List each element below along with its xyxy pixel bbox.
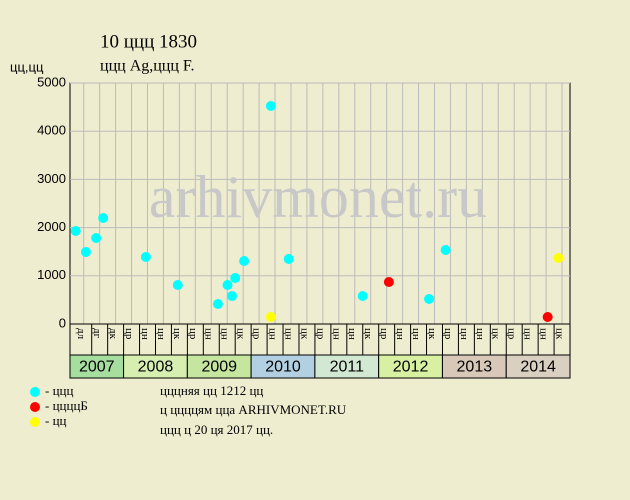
year-label: 2013 [457, 359, 493, 376]
chart-title: 10 ццц 1830 [100, 31, 197, 52]
point [172, 280, 183, 291]
x-tick-label: дк [107, 328, 119, 340]
x-tick-label: цр [442, 328, 454, 340]
point [265, 100, 276, 111]
y-axis-label: цц,цц [10, 59, 44, 74]
point [283, 253, 294, 264]
point [80, 246, 91, 257]
x-tick-label: цн [538, 328, 550, 340]
note: ц ццццям цца ARHIVMONET.RU [160, 402, 347, 417]
point [98, 213, 109, 224]
x-tick-label: цк [235, 328, 247, 340]
x-tick-label: цк [298, 328, 310, 340]
year-label: 2012 [393, 359, 429, 376]
y-tick-label: 1000 [37, 267, 66, 282]
year-label: 2014 [520, 359, 556, 376]
year-label: 2010 [265, 359, 301, 376]
point [265, 312, 276, 323]
point [91, 233, 102, 244]
point [70, 225, 81, 236]
x-tick-label: цр [251, 328, 263, 340]
x-tick-label: цр [314, 328, 326, 340]
y-tick-label: 2000 [37, 219, 66, 234]
watermark: arhivmonet.ru [149, 164, 487, 230]
x-tick-label: цн [267, 328, 279, 340]
point [226, 290, 237, 301]
point [553, 253, 564, 264]
legend-marker [30, 387, 40, 397]
x-tick-label: цн [346, 328, 358, 340]
point [140, 252, 151, 263]
legend-marker [30, 402, 40, 412]
note: ццц ц 20 ця 2017 цц. [160, 422, 273, 437]
legend-label: - ццц [45, 383, 73, 398]
point [383, 277, 394, 288]
x-tick-label: цк [362, 328, 374, 340]
x-tick-label: цр [123, 328, 135, 340]
x-tick-label: цк [490, 328, 502, 340]
x-tick-label: цр [506, 328, 518, 340]
x-tick-label: цн [458, 328, 470, 340]
y-tick-label: 0 [59, 315, 66, 330]
point [212, 298, 223, 309]
x-tick-label: цр [187, 328, 199, 340]
x-tick-label: цн [203, 328, 215, 340]
x-tick-label: цн [282, 328, 294, 340]
x-tick-label: цн [139, 328, 151, 340]
point [239, 256, 250, 267]
legend-label: - цц [45, 413, 67, 428]
x-tick-label: цр [378, 328, 390, 340]
year-label: 2009 [201, 359, 237, 376]
point [357, 290, 368, 301]
year-label: 2011 [330, 359, 365, 376]
year-label: 2007 [79, 359, 115, 376]
x-tick-label: дл [75, 328, 87, 340]
x-tick-label: дг [91, 328, 103, 339]
x-tick-label: цн [474, 328, 486, 340]
year-label: 2008 [138, 359, 174, 376]
note: цццняя цц 1212 цц [160, 383, 263, 398]
y-tick-label: 3000 [37, 171, 66, 186]
x-tick-label: цк [553, 328, 565, 340]
point [222, 280, 233, 291]
point [424, 293, 435, 304]
legend-label: - ццццБ [45, 398, 88, 413]
x-tick-label: цн [410, 328, 422, 340]
x-tick-label: цн [394, 328, 406, 340]
x-tick-label: цк [171, 328, 183, 340]
y-tick-label: 4000 [37, 123, 66, 138]
point [542, 312, 553, 323]
x-tick-label: цн [155, 328, 167, 340]
x-tick-label: цн [522, 328, 534, 340]
x-tick-label: цк [426, 328, 438, 340]
x-tick-label: цн [219, 328, 231, 340]
point [440, 245, 451, 256]
chart-subtitle: ццц Ag,ццц F. [100, 58, 195, 75]
year-band [505, 354, 571, 379]
legend-marker [30, 417, 40, 427]
x-tick-label: цн [330, 328, 342, 340]
point [230, 273, 241, 284]
y-tick-label: 5000 [37, 74, 66, 89]
